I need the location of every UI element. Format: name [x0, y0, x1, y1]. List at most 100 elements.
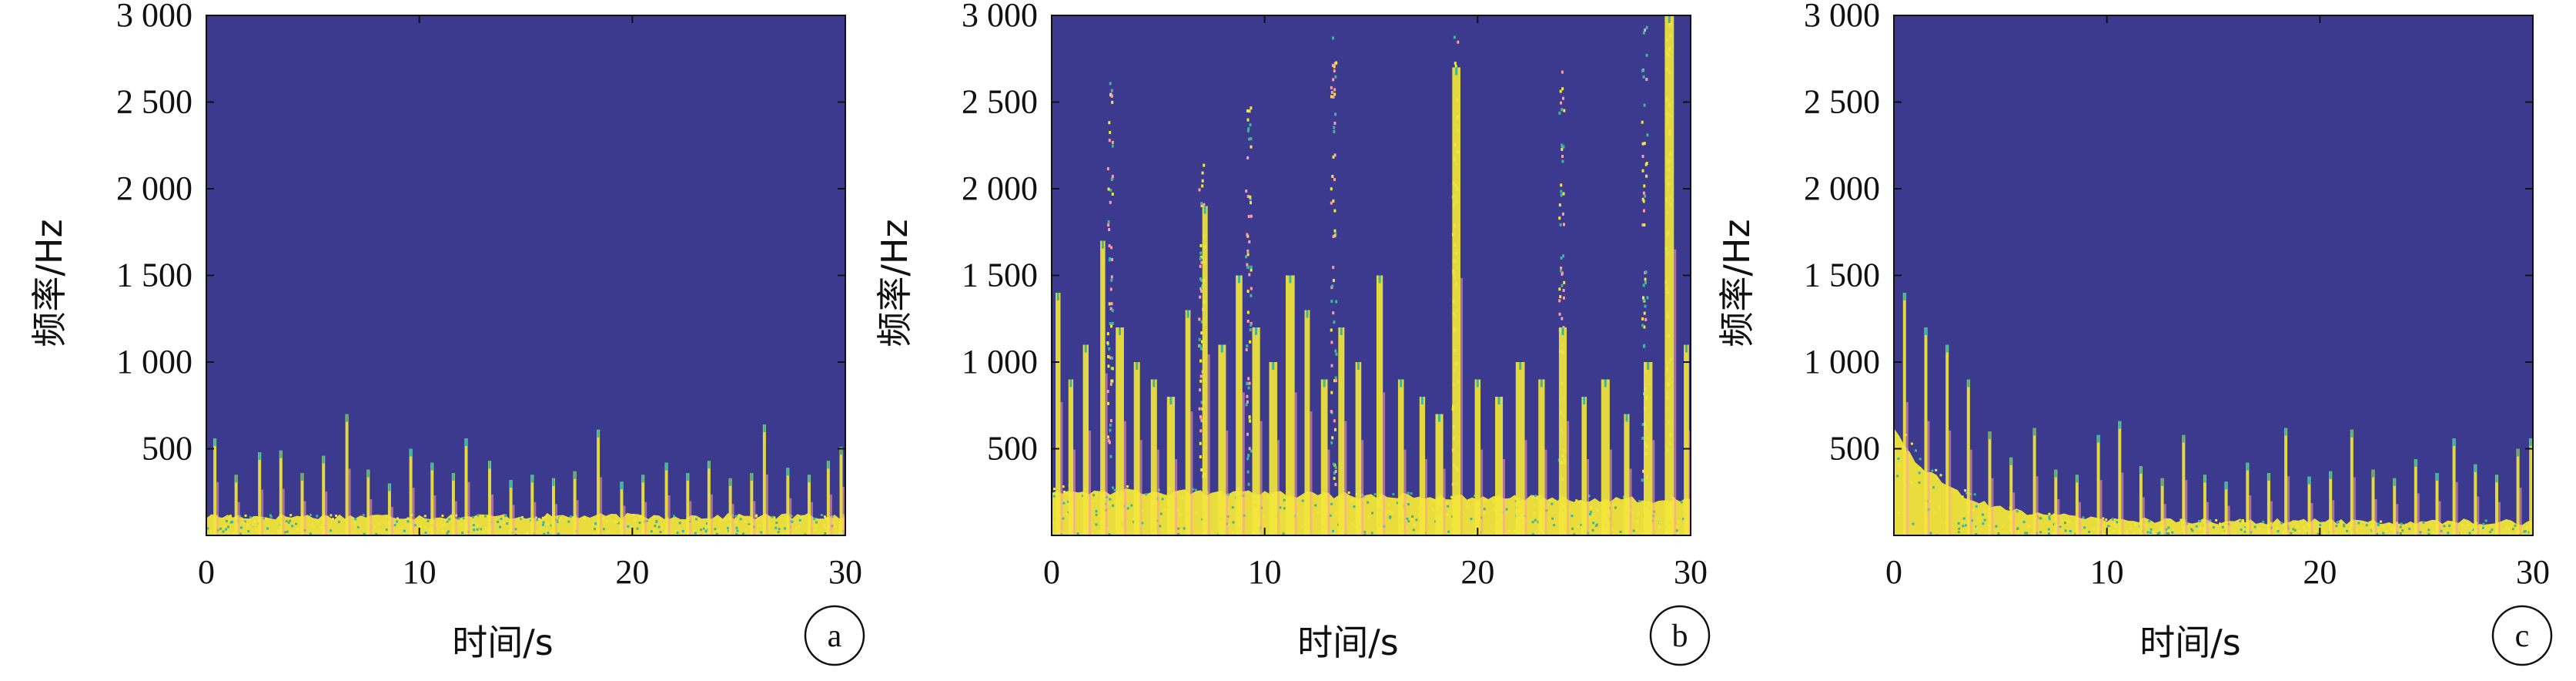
band-speckle [2277, 530, 2280, 533]
scatter-streak-cell [1561, 143, 1564, 147]
band-speckle [2001, 525, 2004, 528]
scatter-streak-cell [1109, 200, 1112, 204]
band-speckle [1130, 504, 1133, 507]
scatter-streak-cell [1108, 228, 1111, 231]
scatter-streak-cell [1200, 331, 1203, 335]
spectrogram-panel-b: 500 1 000 1 500 2 000 2 500 3 000 0 10 2… [874, 0, 1711, 666]
band-speckle [478, 529, 481, 532]
scatter-streak-cell [1199, 257, 1202, 260]
band-speckle [1113, 488, 1116, 491]
band-speckle [1571, 515, 1574, 518]
band-speckle [1676, 531, 1679, 534]
band-speckle [1330, 502, 1333, 505]
panel-label-circle [2491, 605, 2553, 666]
x-tick-label: 10 [403, 553, 437, 591]
spectral-spike [2474, 464, 2477, 535]
spike-tip [1084, 344, 1087, 353]
spike-tip [301, 473, 303, 481]
scatter-streak-cell [1106, 167, 1109, 171]
scatter-streak-cell [1562, 296, 1565, 300]
band-speckle [2471, 523, 2474, 526]
scatter-streak-cell [1561, 159, 1564, 163]
band-speckle [332, 518, 335, 521]
spike-tip [729, 478, 732, 486]
spectrogram-content [1894, 293, 2533, 535]
band-speckle [1063, 490, 1066, 493]
scatter-streak-cell [1198, 337, 1201, 341]
band-speckle [2233, 533, 2236, 535]
band-speckle [540, 518, 544, 522]
band-speckle [2133, 532, 2136, 535]
scatter-streak-cell [1249, 197, 1252, 201]
plot-area [1051, 15, 1691, 536]
band-speckle [2484, 519, 2487, 522]
scatter-streak-cell [1561, 155, 1564, 158]
band-speckle [506, 522, 509, 525]
spectral-spike [1376, 275, 1383, 535]
spectral-spike [2096, 434, 2100, 535]
spike-tip [1119, 327, 1121, 335]
band-speckle [546, 523, 549, 526]
scatter-streak-cell [1330, 201, 1333, 205]
spike-tip [2495, 475, 2498, 483]
scatter-streak-cell [1201, 171, 1204, 175]
band-speckle [1961, 495, 1964, 498]
band-speckle [1332, 529, 1334, 532]
scatter-streak-cell [1246, 310, 1250, 314]
band-speckle [484, 515, 487, 518]
scatter-streak-cell [1111, 140, 1114, 144]
scatter-streak-cell [1333, 88, 1337, 92]
band-speckle [2059, 523, 2062, 526]
band-speckle [1533, 512, 1536, 515]
spike-tip [258, 452, 261, 460]
band-speckle [481, 531, 484, 534]
band-speckle [477, 514, 480, 517]
scatter-streak-cell [1111, 258, 1114, 261]
band-speckle [1658, 521, 1661, 524]
band-speckle [2444, 522, 2447, 525]
band-speckle [2343, 523, 2346, 526]
spike-fringe [1674, 249, 1677, 535]
y-tick-label: 1 500 [962, 257, 1038, 294]
spike-tip [1069, 379, 1072, 387]
band-speckle [1447, 505, 1450, 508]
spike-fringe [1089, 430, 1091, 535]
y-tick-label: 3 000 [1804, 0, 1880, 34]
spike-tip [1583, 397, 1586, 404]
band-speckle [470, 522, 473, 525]
plot-area [206, 15, 846, 536]
band-speckle [1492, 508, 1495, 511]
band-speckle [277, 518, 280, 521]
band-speckle [2209, 519, 2212, 522]
band-speckle [2336, 522, 2339, 525]
spike-fringe [2227, 505, 2230, 535]
spike-tip [2118, 421, 2121, 429]
spectral-spike [1338, 327, 1345, 535]
spike-fringe [2249, 495, 2252, 535]
spectral-spike [1515, 362, 1525, 535]
band-speckle [1177, 532, 1180, 535]
band-speckle [719, 519, 721, 522]
spike-fringe [2353, 477, 2356, 535]
scatter-streak-cell [1642, 200, 1645, 203]
spike-tip [1561, 327, 1564, 335]
panel-label-circle [804, 605, 865, 666]
band-speckle [2240, 528, 2243, 532]
band-speckle [377, 522, 380, 525]
scatter-streak-cell [1559, 269, 1562, 273]
band-speckle [2335, 525, 2338, 528]
band-speckle [1533, 495, 1535, 498]
scatter-streak-cell [1200, 279, 1203, 283]
band-speckle [441, 515, 444, 517]
band-speckle [1095, 510, 1098, 513]
band-speckle [225, 519, 228, 522]
scatter-streak-cell [1109, 188, 1112, 192]
spike-fringe [1105, 373, 1108, 535]
band-speckle [1918, 481, 1921, 484]
scatter-streak-cell [1199, 359, 1202, 363]
band-speckle [1571, 527, 1574, 530]
band-speckle [2048, 516, 2051, 519]
x-tick-label: 30 [2516, 553, 2550, 591]
spike-tip [1945, 344, 1949, 353]
band-speckle [2107, 533, 2110, 535]
